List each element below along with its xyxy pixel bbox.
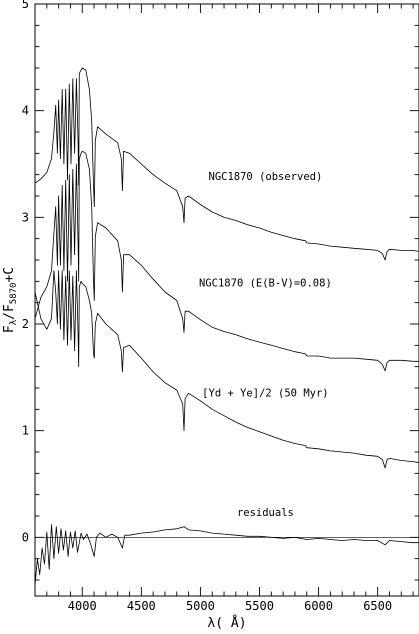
spectrum-series-1	[34, 67, 419, 261]
axis-ticks: 4000 4500 5000 5500 6000 6500 0 1 2 3 4 5	[22, 0, 419, 613]
spectrum-series-2	[34, 150, 419, 372]
y-axis-label-suffix: +C	[2, 267, 17, 283]
x-tick-label: 4000	[68, 599, 97, 613]
y-tick-label: 1	[22, 424, 29, 438]
series-annotation-1: NGC1870 (observed)	[209, 171, 323, 183]
y-tick-label: 0	[22, 530, 29, 544]
plot-frame	[34, 3, 419, 597]
series-annotation-2: NGC1870 (E(B-V)=0.08)	[199, 278, 332, 290]
x-tick-label: 6000	[304, 599, 333, 613]
y-tick-label: 5	[22, 0, 29, 11]
spectra-series-group	[34, 67, 419, 586]
y-axis-label-prefix: F	[2, 325, 17, 333]
spectrum-series-4	[34, 524, 419, 586]
y-tick-label: 2	[22, 317, 29, 331]
y-axis-label-subscript: 5870	[9, 283, 19, 305]
x-tick-label: 5500	[245, 599, 274, 613]
x-axis-label: λ( Å)	[207, 615, 246, 631]
x-tick-label: 6500	[363, 599, 392, 613]
annotations-group: NGC1870 (observed) NGC1870 (E(B-V)=0.08) […	[199, 171, 332, 519]
spectrum-series-3	[34, 270, 419, 469]
series-annotation-3: [Yd + Ye]/2 (50 Myr)	[202, 388, 328, 400]
series-annotation-4: residuals	[237, 507, 294, 519]
y-axis-label-lambda: λ	[9, 319, 19, 325]
y-axis-label: Fλ/F5870+C	[2, 267, 19, 333]
x-tick-label: 5000	[186, 599, 215, 613]
y-axis-label-slash: /F	[2, 304, 17, 320]
y-tick-label: 4	[22, 104, 29, 118]
x-tick-label: 4500	[127, 599, 156, 613]
y-tick-label: 3	[22, 210, 29, 224]
